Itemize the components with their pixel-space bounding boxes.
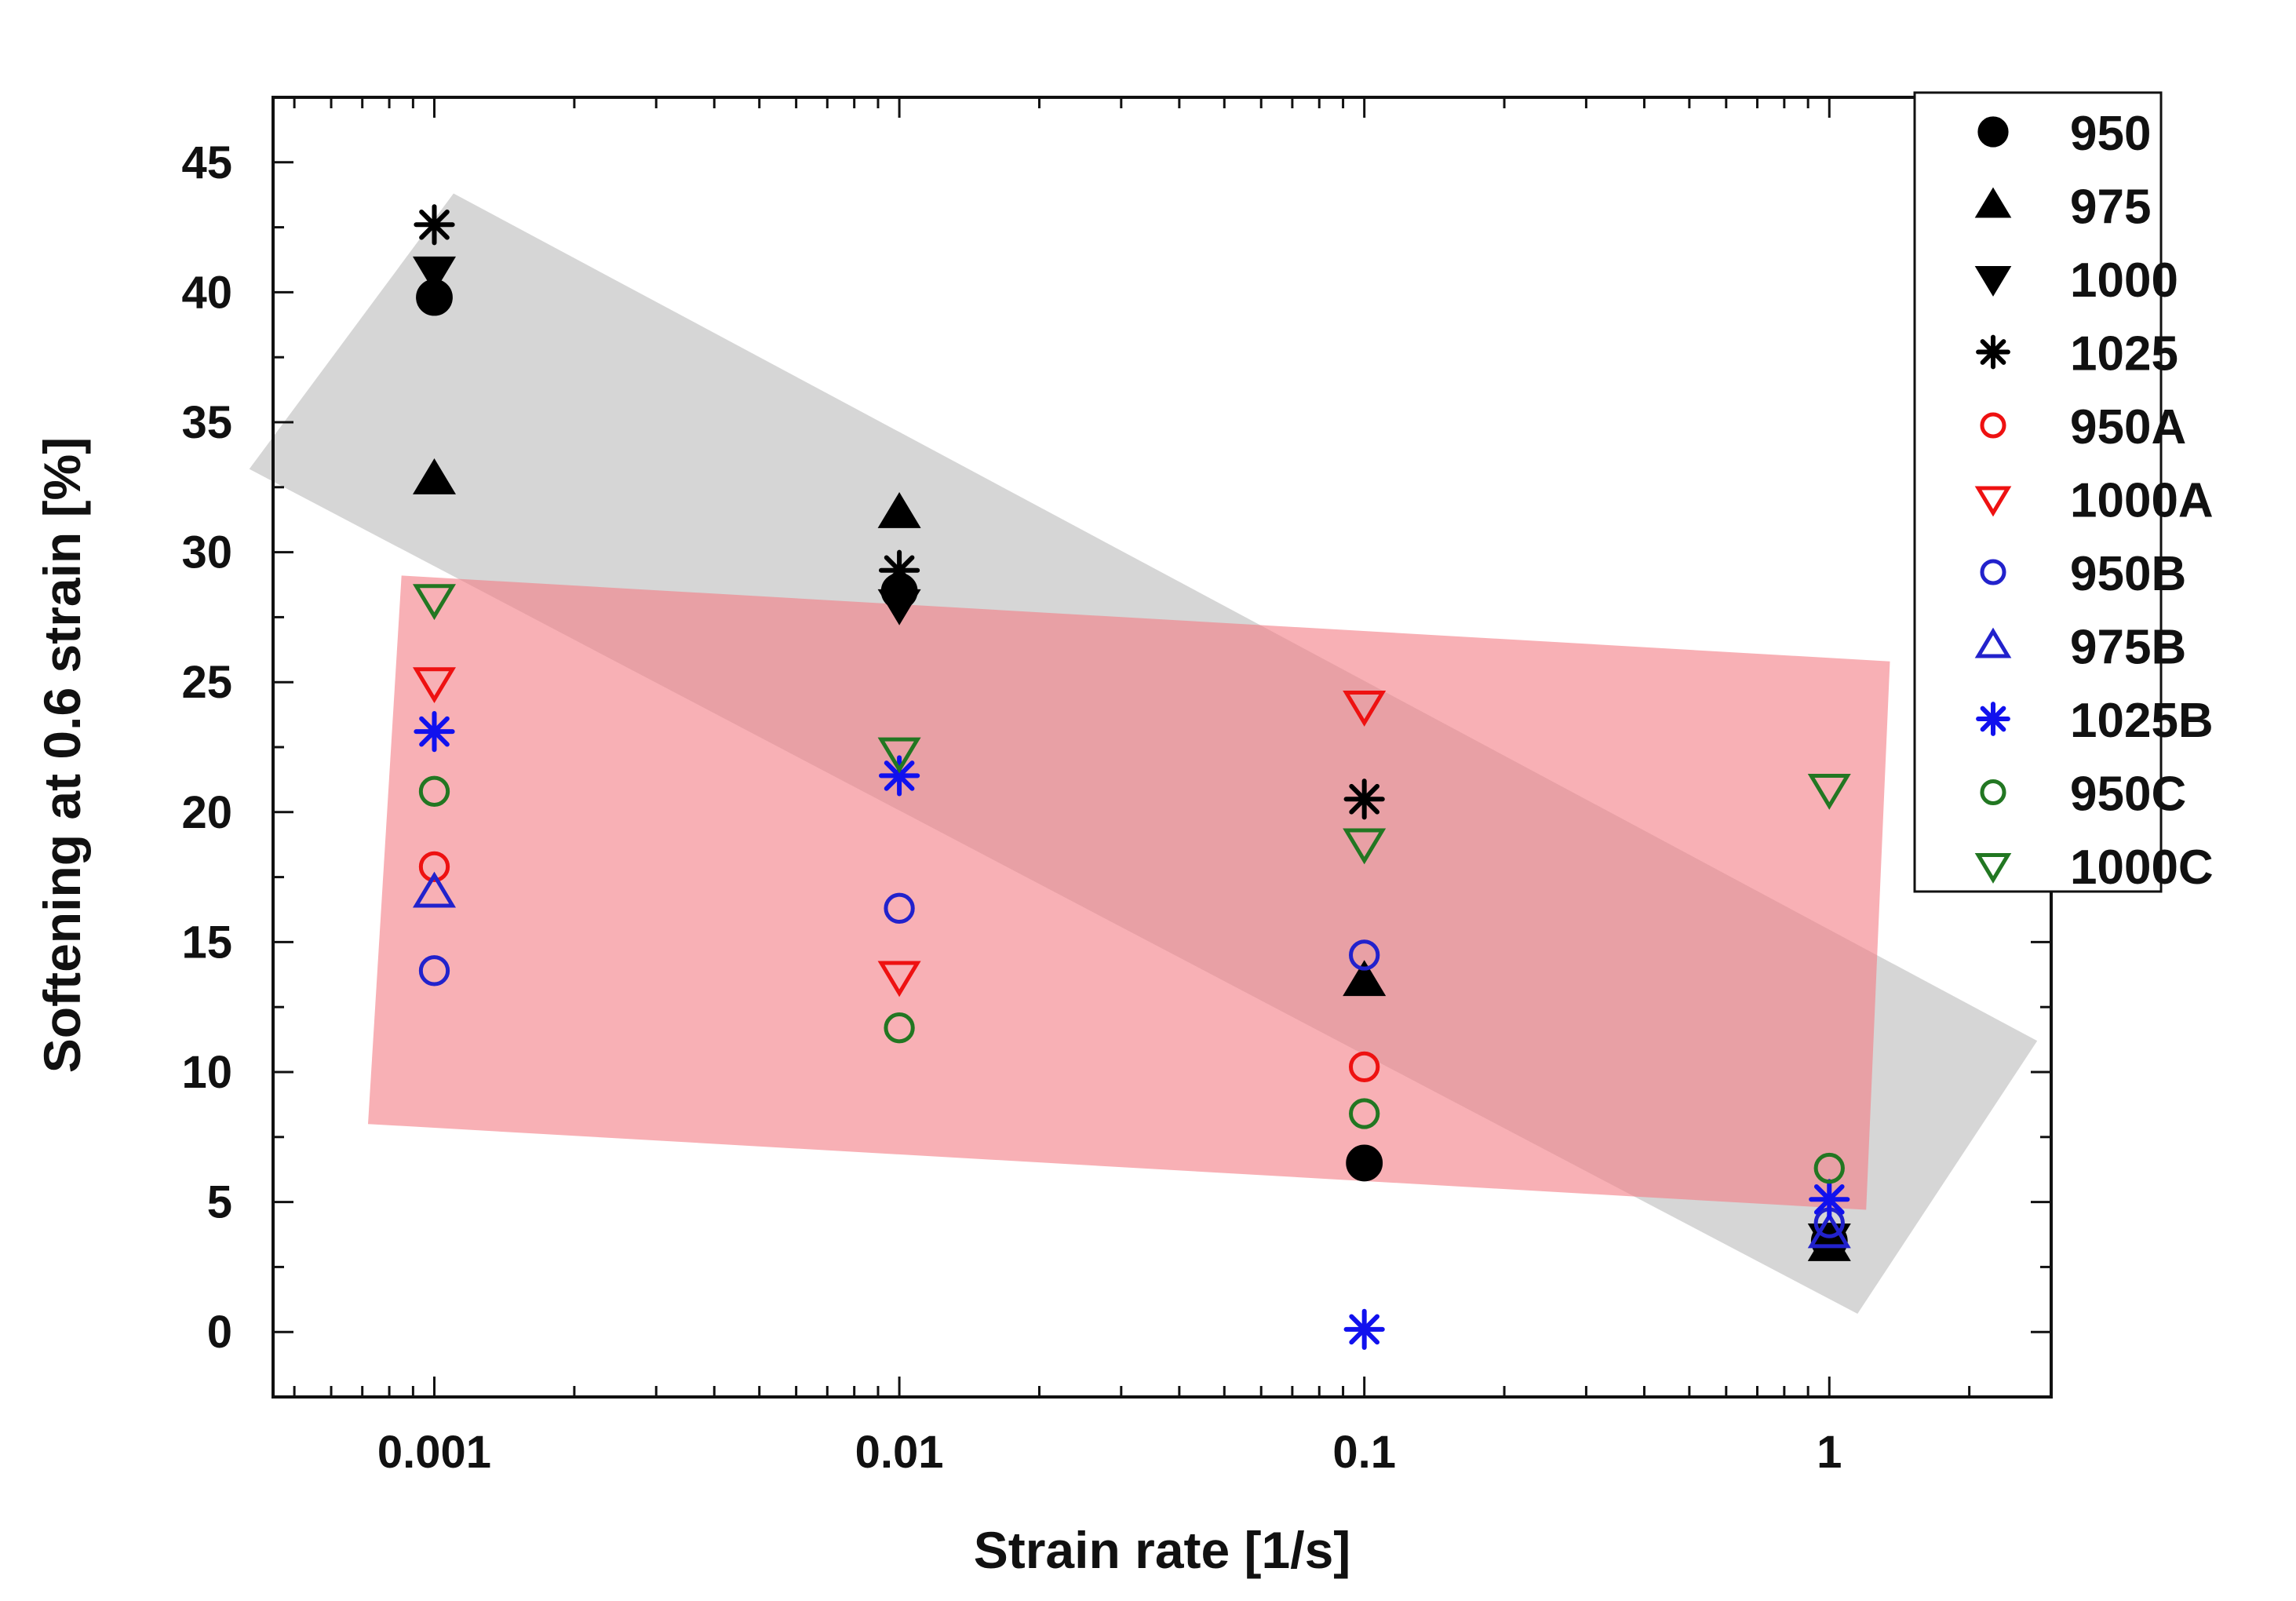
point-950b-2 xyxy=(1349,939,1380,971)
point-975b-0 xyxy=(412,871,457,908)
point-1025b-0 xyxy=(414,711,455,753)
legend-label-1000: 1000 xyxy=(2070,253,2178,308)
legend-label-1000a: 1000A xyxy=(2070,474,2214,528)
legend-label-975b: 975B xyxy=(2070,621,2186,675)
y-tick-label: 10 xyxy=(181,1047,232,1098)
point-950c-0 xyxy=(418,775,450,807)
axis-ticks xyxy=(273,97,2053,1397)
legend-label-950: 950 xyxy=(2070,107,2151,161)
legend-marker-1000 xyxy=(1974,266,2012,297)
point-975-2 xyxy=(1343,960,1387,997)
legend-box xyxy=(1913,91,2163,893)
point-1000-0 xyxy=(412,256,457,293)
legend-marker-1025 xyxy=(1976,334,2010,370)
legend-marker-975 xyxy=(1974,187,2012,218)
point-950b-0 xyxy=(418,955,450,986)
y-tick-label: 0 xyxy=(207,1307,232,1358)
legend-marker-950c xyxy=(1980,779,2006,806)
point-1025b-3 xyxy=(1809,1179,1850,1220)
legend-marker-1000a xyxy=(1974,486,2012,517)
point-950-2 xyxy=(1346,1144,1383,1182)
y-tick-label: 5 xyxy=(207,1177,232,1228)
legend-label-1025b: 1025B xyxy=(2070,694,2214,748)
point-1000a-1 xyxy=(877,961,921,997)
legend-marker-950 xyxy=(1977,116,2009,148)
x-tick-label: 0.01 xyxy=(855,1427,944,1478)
y-tick-label: 35 xyxy=(181,397,232,448)
x-tick-label: 0.001 xyxy=(377,1427,491,1478)
legend-label-950a: 950A xyxy=(2070,400,2186,454)
trend-bands xyxy=(249,193,2038,1314)
point-1000c-1 xyxy=(877,737,921,774)
legend-label-1000c: 1000C xyxy=(2070,841,2214,895)
legend-label-975: 975 xyxy=(2070,181,2151,235)
point-1000-1 xyxy=(877,589,921,625)
y-tick-label: 30 xyxy=(181,527,232,578)
point-1000a-0 xyxy=(412,667,457,704)
y-tick-label: 45 xyxy=(181,137,232,188)
point-1025-0 xyxy=(414,204,455,246)
point-1000c-2 xyxy=(1343,828,1387,865)
point-1025b-1 xyxy=(878,755,920,797)
point-950c-3 xyxy=(1813,1152,1845,1184)
point-975b-1 xyxy=(1807,1212,1851,1249)
point-1025-1 xyxy=(878,549,920,591)
legend-marker-950b xyxy=(1980,559,2006,585)
legend-label-950c: 950C xyxy=(2070,768,2186,822)
point-950b-1 xyxy=(884,892,915,924)
point-1025b-2 xyxy=(1343,1308,1385,1350)
point-950a-1 xyxy=(1349,1051,1380,1083)
data-points xyxy=(412,204,1851,1350)
legend-marker-1000c xyxy=(1974,853,2012,884)
legend-marker-1025b xyxy=(1976,702,2010,736)
point-975-0 xyxy=(412,458,457,494)
legend-label-950b: 950B xyxy=(2070,547,2186,601)
y-axis-label: Softening at 0.6 strain [%] xyxy=(33,437,91,1073)
point-1000c-0 xyxy=(412,584,457,621)
point-1000c-3 xyxy=(1807,773,1851,810)
y-tick-label: 25 xyxy=(181,657,232,708)
point-950c-1 xyxy=(884,1012,915,1044)
x-tick-label: 1 xyxy=(1817,1427,1842,1478)
y-tick-label: 20 xyxy=(181,787,232,838)
legend: 950 975 1000 1025 950A 1000A 950B 975B 1025B 950C… xyxy=(1913,91,2214,895)
point-975-1 xyxy=(877,492,921,528)
point-950a-0 xyxy=(418,851,450,883)
y-tick-label: 15 xyxy=(181,917,232,968)
point-1025-2 xyxy=(1343,779,1385,820)
red-trend-band xyxy=(368,575,1890,1210)
x-axis-label: Strain rate [1/s] xyxy=(974,1521,1351,1579)
point-1000a-2 xyxy=(1343,691,1387,727)
point-950c-2 xyxy=(1349,1098,1380,1129)
legend-marker-950a xyxy=(1980,412,2006,439)
x-tick-label: 0.1 xyxy=(1332,1427,1396,1478)
legend-label-1025: 1025 xyxy=(2070,327,2178,381)
y-tick-label: 40 xyxy=(181,267,232,318)
legend-marker-975b xyxy=(1974,627,2012,658)
